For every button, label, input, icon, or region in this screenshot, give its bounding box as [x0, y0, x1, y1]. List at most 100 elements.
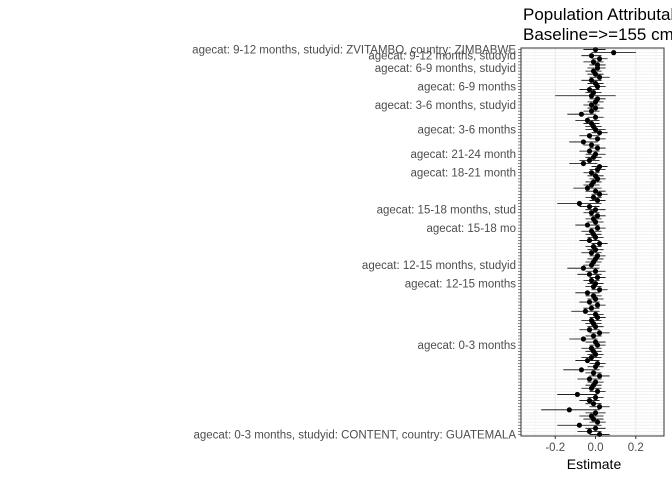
data-point [586, 203, 593, 210]
data-point [584, 117, 591, 123]
x-tick-label: -0.2 [545, 442, 565, 454]
y-label: agecat: 6-9 months, studyid [375, 63, 516, 75]
data-point [596, 191, 603, 197]
data-point [590, 333, 597, 339]
data-point [588, 250, 595, 256]
data-point [576, 422, 583, 428]
data-point [588, 142, 595, 148]
data-point [594, 225, 601, 231]
data-point [592, 127, 599, 133]
data-point [592, 99, 599, 105]
data-point [580, 139, 587, 145]
data-point [594, 167, 601, 173]
data-point [611, 50, 617, 56]
data-point [590, 284, 597, 290]
data-point [586, 237, 593, 244]
data-point [584, 357, 591, 364]
data-point [590, 416, 597, 422]
x-axis: -0.2 0.0 0.2 [545, 436, 644, 454]
data-point [584, 185, 591, 191]
data-point [594, 145, 601, 151]
chart-title: Population Attributable Risk [523, 5, 672, 24]
data-point [590, 154, 597, 160]
data-point [586, 327, 593, 333]
data-point [594, 388, 601, 394]
data-point [588, 53, 595, 59]
data-point [592, 207, 599, 213]
data-point [588, 277, 595, 284]
data-point [586, 299, 593, 305]
data-point [592, 351, 599, 357]
data-point [594, 176, 601, 182]
plot-panel-border [520, 47, 665, 437]
data-point [580, 160, 587, 167]
data-point [592, 364, 599, 370]
y-label: agecat: 15-18 months, stud [377, 205, 516, 217]
data-point [586, 157, 593, 163]
data-point [596, 287, 603, 293]
data-point [594, 274, 601, 281]
data-point [588, 108, 595, 114]
x-axis-title: Estimate [567, 456, 622, 472]
x-tick-label: 0.0 [588, 442, 604, 454]
data-point [596, 74, 603, 80]
data-point [586, 271, 593, 277]
data-point [586, 86, 593, 93]
x-tick-label: 0.2 [628, 442, 644, 454]
data-point [592, 105, 599, 111]
data-point [594, 83, 601, 90]
data-point [592, 219, 599, 225]
y-label: agecat: 3-6 months [418, 125, 517, 137]
y-label: agecat: 0-3 months, studyid: CONTENT, co… [193, 429, 516, 441]
data-point [592, 188, 599, 194]
data-point [592, 268, 599, 274]
y-label: agecat: 3-6 months, studyid [375, 100, 516, 112]
data-point [580, 336, 587, 342]
y-label: agecat: 6-9 months [418, 81, 517, 93]
data-point [588, 182, 595, 188]
data-point [596, 373, 603, 379]
y-label: agecat: 9-12 months, studyid: ZVITAMBO, … [192, 45, 516, 57]
data-point [588, 385, 595, 391]
data-point [578, 367, 585, 373]
data-point [594, 65, 601, 71]
data-point [592, 71, 599, 77]
data-point [592, 114, 599, 120]
data-point [588, 305, 595, 311]
data-point [594, 213, 601, 219]
data-point [596, 404, 603, 410]
data-point [590, 59, 597, 65]
data-point [590, 401, 597, 407]
data-point [584, 290, 591, 296]
y-label: agecat: 9-12 months, studyid [368, 51, 516, 63]
data-point [586, 428, 593, 434]
data-point [594, 342, 601, 348]
data-point [596, 330, 603, 336]
data-point [588, 262, 595, 268]
data-point [596, 56, 603, 62]
data-point [566, 407, 572, 413]
y-label: agecat: 0-3 months [418, 340, 517, 352]
data-point [590, 194, 597, 200]
data-point [588, 93, 595, 99]
data-point [588, 170, 595, 176]
data-point [592, 234, 599, 240]
data-point [586, 397, 593, 404]
data-point [588, 210, 595, 216]
data-point [596, 240, 603, 247]
y-label: agecat: 12-15 months [405, 279, 516, 291]
chart-subtitle: Baseline=>=155 cm [523, 25, 672, 44]
data-point [584, 222, 591, 228]
data-point [592, 296, 599, 302]
data-point [592, 394, 599, 401]
data-point [592, 410, 599, 416]
data-point [594, 419, 601, 425]
y-label: agecat: 18-21 month [411, 168, 517, 180]
data-point [596, 130, 603, 136]
data-point [574, 391, 580, 398]
data-points [566, 46, 617, 438]
data-point [576, 200, 583, 207]
data-point [580, 265, 587, 271]
data-point [586, 133, 593, 139]
